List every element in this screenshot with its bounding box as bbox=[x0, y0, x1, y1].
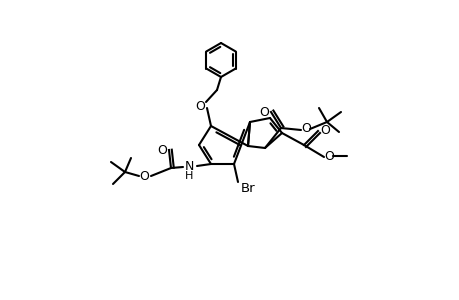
Text: H: H bbox=[185, 171, 193, 181]
Text: Br: Br bbox=[240, 182, 255, 194]
Text: N: N bbox=[184, 160, 193, 173]
Text: O: O bbox=[300, 122, 310, 136]
Text: O: O bbox=[195, 100, 205, 113]
Text: O: O bbox=[319, 124, 329, 137]
Text: O: O bbox=[323, 149, 333, 163]
Text: O: O bbox=[139, 169, 149, 182]
Text: O: O bbox=[258, 106, 269, 119]
Text: O: O bbox=[157, 143, 167, 157]
